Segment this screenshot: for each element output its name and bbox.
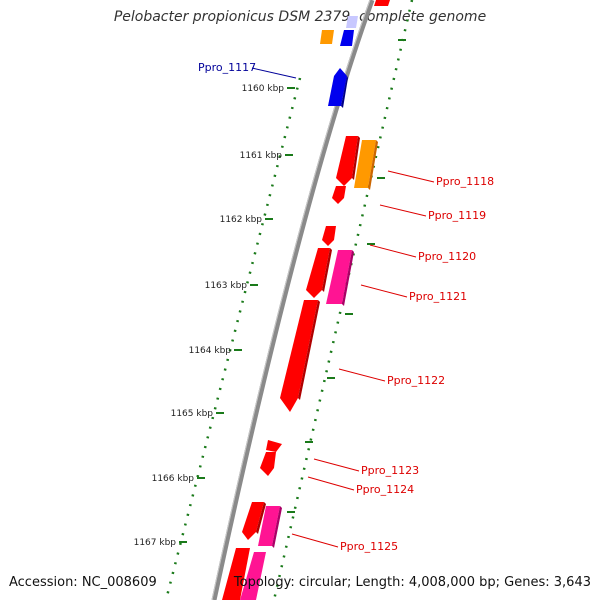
gene-label: Ppro_1123 <box>361 464 419 477</box>
map-title: Pelobacter propionicus DSM 2379, complet… <box>113 9 487 25</box>
scale-ticks <box>179 39 406 543</box>
scale-tick-label: 1164 kbp <box>189 346 232 356</box>
gene-label: Ppro_1125 <box>340 540 398 553</box>
gene-arrow-shade <box>272 506 282 548</box>
gene-arrow-ppro-1118-orange <box>354 140 376 188</box>
label-leader-line <box>291 533 339 548</box>
genome-summary-text: Topology: circular; Length: 4,008,000 bp… <box>233 575 591 590</box>
label-leader-line <box>338 368 386 382</box>
gene-arrow-ppro-1123 <box>266 440 282 452</box>
gene-arrow-shade <box>352 136 360 180</box>
scale-tick-label: 1162 kbp <box>220 215 263 225</box>
accession-text: Accession: NC_008609 <box>9 575 157 590</box>
label-leader-line <box>379 204 427 217</box>
gene-label: Ppro_1122 <box>387 374 445 387</box>
gene-arrow-ppro-1125-red <box>242 502 264 540</box>
gene-arrow-ppro-1122 <box>280 300 318 412</box>
genome-backbone <box>211 0 375 600</box>
gene-arrow-ppro-1121-pink <box>326 250 352 304</box>
gene-arrow-ppro-1120 <box>322 226 336 246</box>
gene-arrow-shade <box>298 300 320 400</box>
gene-arrow-ppro-1119 <box>332 186 346 204</box>
scale-tick-label: 1161 kbp <box>240 151 283 161</box>
gene-arrow-shade <box>342 250 354 306</box>
gene-arrow-shade <box>341 76 348 108</box>
scale-tick-label: 1163 kbp <box>205 281 248 291</box>
gene-label: Ppro_1119 <box>428 209 486 222</box>
gene-arrow <box>374 0 390 6</box>
label-leader-lines <box>251 67 435 548</box>
gene-arrow <box>340 30 354 46</box>
gene-arrow-ppro-1118-red <box>336 136 358 186</box>
label-leader-line <box>251 67 297 79</box>
gene-arrow-shade <box>256 502 266 534</box>
gene-label: Ppro_1118 <box>436 175 494 188</box>
scale-tick-label: 1167 kbp <box>134 538 177 548</box>
label-leader-line <box>307 476 355 491</box>
scale-tick-labels: 1160 kbp 1161 kbp 1162 kbp 1163 kbp 1164 kbp… <box>134 84 285 548</box>
scale-tick-label: 1165 kbp <box>171 409 214 419</box>
gene-arrow-shade <box>322 248 332 292</box>
gene-features <box>222 0 390 600</box>
gene-label: Ppro_1124 <box>356 483 414 496</box>
scale-tick-label: 1160 kbp <box>242 84 285 94</box>
scale-tick-label: 1166 kbp <box>152 474 195 484</box>
gene-label: Ppro_1117 <box>198 61 256 74</box>
gene-label: Ppro_1120 <box>418 250 476 263</box>
gene-label: Ppro_1121 <box>409 290 467 303</box>
label-leader-line <box>387 170 435 183</box>
gene-arrow <box>320 30 334 44</box>
label-leader-line <box>369 244 417 258</box>
gene-arrow <box>240 552 266 600</box>
gene-arrow-ppro-1124 <box>260 452 276 476</box>
gene-arrow <box>346 16 358 28</box>
gene-labels: Ppro_1117 Ppro_1118 Ppro_1119 Ppro_1120 Ppro… <box>198 61 494 553</box>
gene-arrow-shade <box>368 140 378 190</box>
gene-arrow-ppro-1121-red <box>306 248 330 298</box>
gene-arrow-ppro-1125-pink <box>258 506 280 546</box>
label-leader-line <box>313 458 360 472</box>
gene-arrow-ppro-1117 <box>328 68 347 106</box>
label-leader-line <box>360 284 408 298</box>
gene-arrow <box>222 548 250 600</box>
genome-backbone-highlight <box>211 0 371 600</box>
